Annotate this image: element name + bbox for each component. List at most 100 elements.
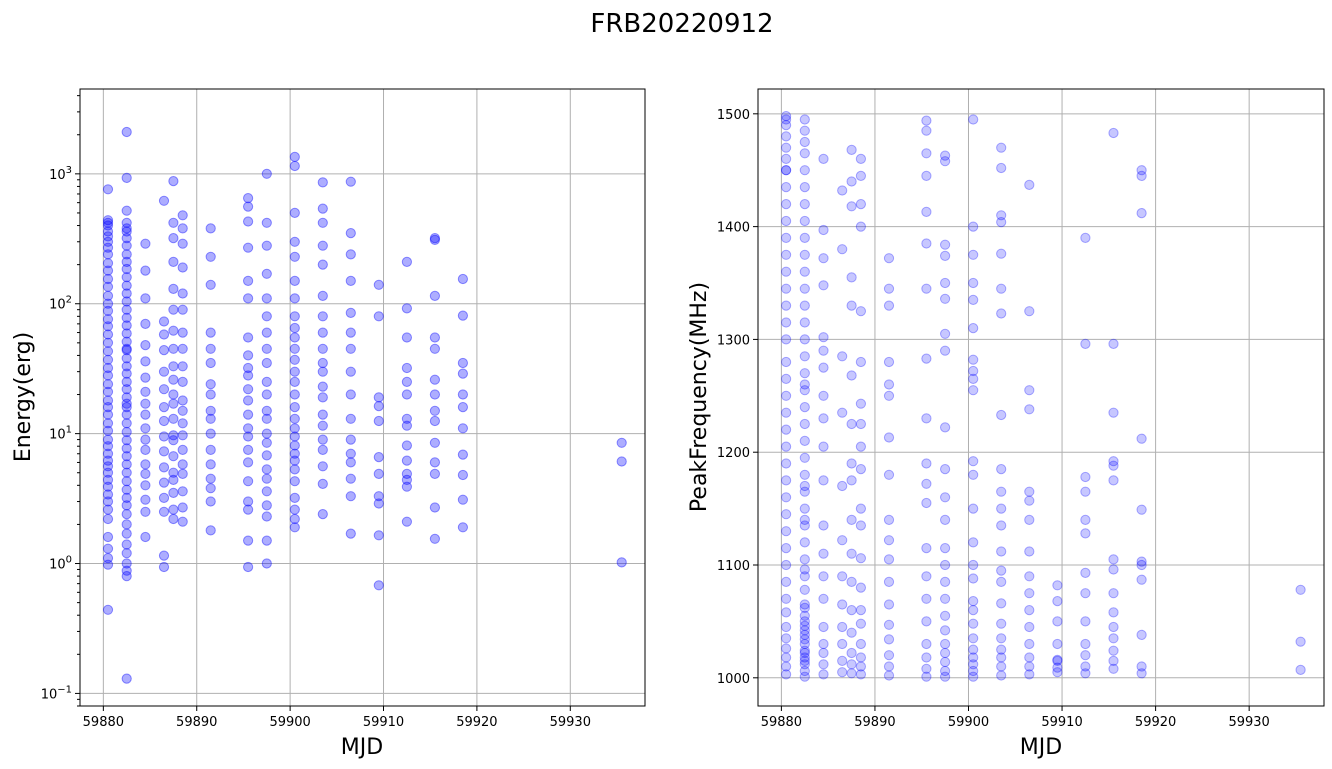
energy-data-point: [373, 279, 384, 290]
energy-data-point: [121, 500, 132, 511]
energy-data-point: [102, 220, 114, 231]
energy-data-point: [121, 539, 132, 550]
frequency-data-point: [1024, 588, 1035, 599]
frequency-data-point: [1080, 668, 1091, 679]
frequency-data-point: [846, 668, 857, 679]
energy-data-point: [205, 343, 216, 354]
frequency-data-point: [1024, 385, 1035, 396]
frequency-data-point: [799, 655, 810, 667]
energy-data-point: [317, 508, 328, 520]
frequency-data-point: [855, 306, 867, 317]
frequency-data-point: [799, 317, 810, 328]
frequency-data-point: [996, 464, 1007, 475]
frequency-data-point: [940, 328, 951, 339]
energy-data-point: [121, 205, 132, 216]
energy-data-point: [205, 483, 216, 494]
energy-data-point: [168, 504, 179, 515]
energy-data-point: [205, 444, 216, 455]
energy-data-point: [205, 525, 216, 536]
energy-y-tick-label: 103: [49, 165, 72, 183]
energy-data-point: [121, 368, 132, 379]
frequency-data-point: [799, 402, 810, 413]
frequency-data-point: [1080, 638, 1091, 650]
energy-data-point: [261, 343, 272, 354]
energy-data-point: [121, 565, 132, 576]
energy-data-point: [102, 305, 114, 316]
energy-data-point: [243, 242, 254, 253]
energy-data-point: [261, 464, 272, 475]
frequency-y-tick-label: 1300: [717, 333, 750, 348]
energy-data-point: [373, 580, 384, 591]
energy-data-point: [102, 362, 114, 374]
energy-data-point: [261, 535, 272, 546]
frequency-data-point: [921, 478, 932, 489]
energy-data-point: [140, 386, 151, 397]
energy-data-point: [121, 426, 132, 438]
frequency-data-point: [940, 239, 951, 250]
frequency-data-point: [846, 144, 857, 155]
energy-data-point: [317, 343, 328, 354]
energy-data-point: [102, 604, 114, 615]
frequency-data-point: [921, 671, 932, 682]
frequency-data-point: [799, 665, 810, 677]
frequency-data-point: [968, 659, 979, 670]
energy-data-point: [429, 502, 440, 513]
energy-data-point: [102, 513, 114, 525]
frequency-data-point: [1024, 571, 1035, 582]
frequency-data-point: [799, 520, 810, 531]
frequency-data-point: [1108, 564, 1119, 575]
frequency-data-point: [818, 593, 829, 604]
energy-data-point: [261, 486, 272, 497]
energy-data-point: [429, 343, 440, 354]
energy-data-point: [429, 457, 440, 468]
frequency-data-point: [799, 514, 810, 526]
energy-data-point: [243, 275, 254, 286]
frequency-data-point: [855, 464, 867, 475]
frequency-data-point: [781, 131, 792, 142]
energy-data-point: [289, 504, 300, 515]
frequency-data-point: [799, 616, 810, 627]
energy-data-point: [121, 336, 132, 347]
energy-data-point: [168, 343, 179, 354]
frequency-data-point: [781, 661, 792, 672]
frequency-data-point: [883, 356, 895, 368]
energy-data-point: [168, 176, 179, 187]
frequency-data-point: [781, 266, 792, 277]
energy-data-point: [401, 256, 412, 267]
frequency-data-point: [781, 334, 792, 345]
energy-data-point: [158, 366, 170, 377]
energy-data-point: [289, 251, 300, 262]
frequency-data-point: [883, 469, 895, 480]
energy-data-point: [345, 389, 356, 400]
frequency-data-point: [799, 199, 810, 210]
energy-y-axis-label: Energy(erg): [11, 332, 36, 462]
energy-points: [102, 126, 627, 684]
frequency-data-point: [1108, 633, 1119, 644]
frequency-data-point: [799, 379, 810, 390]
energy-data-point: [121, 223, 132, 234]
energy-data-point: [289, 275, 300, 286]
energy-data-point: [345, 249, 356, 260]
energy-data-point: [121, 435, 132, 446]
frequency-data-point: [799, 368, 810, 379]
energy-data-point: [102, 467, 114, 478]
frequency-data-point: [1052, 596, 1063, 607]
frequency-data-point: [883, 390, 895, 401]
frequency-data-point: [799, 564, 810, 575]
frequency-data-point: [940, 150, 951, 161]
frequency-data-point: [818, 548, 829, 559]
frequency-data-point: [883, 670, 895, 681]
frequency-data-point: [968, 559, 979, 571]
energy-data-point: [121, 304, 132, 315]
frequency-data-point: [837, 185, 848, 196]
energy-data-point: [317, 259, 328, 270]
frequency-data-point: [855, 441, 867, 452]
frequency-data-point: [1080, 616, 1091, 627]
energy-grid: [80, 89, 645, 706]
frequency-data-point: [1080, 338, 1091, 349]
frequency-data-point: [921, 663, 932, 674]
energy-data-point: [121, 571, 132, 582]
frequency-data-point: [846, 458, 857, 469]
frequency-data-point: [996, 409, 1007, 421]
frequency-x-tick-label: 59890: [854, 715, 895, 730]
